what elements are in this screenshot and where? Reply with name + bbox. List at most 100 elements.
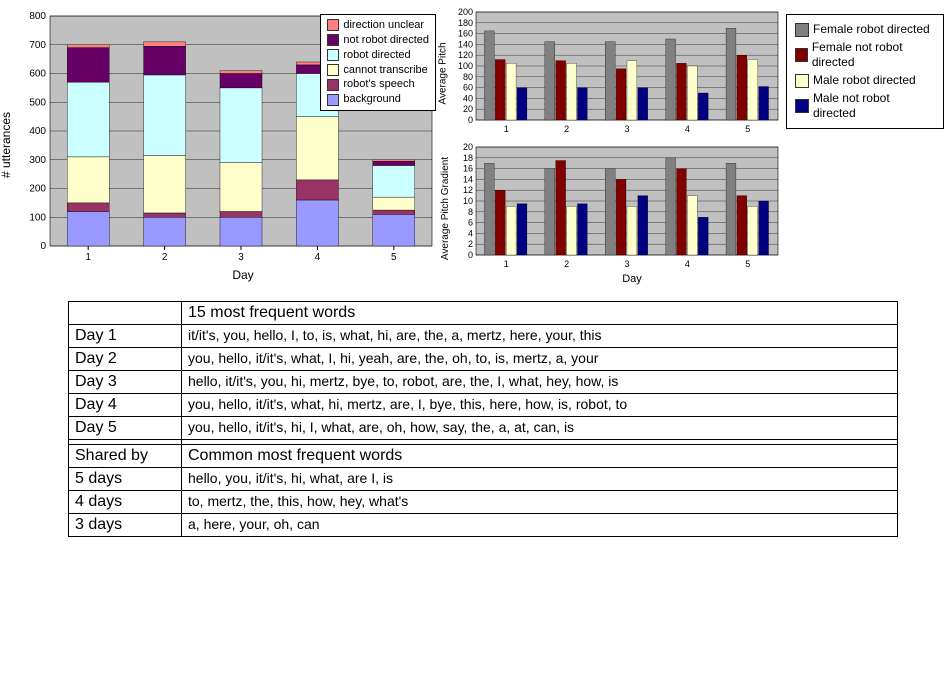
row-label: 5 days — [69, 468, 182, 491]
legend-item: background — [327, 92, 429, 107]
svg-text:3: 3 — [624, 124, 629, 134]
row-label: 4 days — [69, 491, 182, 514]
legend-swatch — [795, 23, 809, 37]
pitch-gradient-y-label: Average Pitch Gradient — [440, 157, 451, 260]
legend-swatch — [327, 94, 339, 106]
legend-label: Male robot directed — [813, 73, 916, 88]
row-label: 3 days — [69, 514, 182, 537]
svg-text:1: 1 — [504, 124, 509, 134]
svg-text:0: 0 — [40, 241, 46, 252]
table-row: 15 most frequent words — [69, 302, 898, 325]
utterances-chart: # utterances 010020030040050060070080012… — [8, 8, 438, 288]
svg-text:40: 40 — [463, 93, 473, 103]
svg-text:18: 18 — [463, 153, 473, 163]
svg-text:8: 8 — [468, 207, 473, 217]
legend-label: direction unclear — [343, 18, 424, 33]
top-row: # utterances 010020030040050060070080012… — [8, 8, 944, 293]
svg-text:5: 5 — [745, 124, 750, 134]
row-value: hello, you, it/it's, hi, what, are I, is — [182, 468, 898, 491]
pitch-legend: Female robot directed Female not robot di… — [786, 14, 944, 129]
legend-label: Female not robot directed — [812, 40, 935, 70]
svg-text:120: 120 — [458, 50, 473, 60]
svg-text:200: 200 — [458, 8, 473, 17]
legend-swatch — [327, 79, 339, 91]
row-value: you, hello, it/it's, what, I, hi, yeah, … — [182, 348, 898, 371]
table-row: Shared byCommon most frequent words — [69, 445, 898, 468]
legend-label: cannot transcribe — [343, 63, 427, 78]
svg-text:12: 12 — [463, 185, 473, 195]
utterances-legend: direction unclearnot robot directedrobot… — [320, 14, 436, 111]
pitch-gradient-chart: Average Pitch Gradient 02468101214161820… — [442, 143, 782, 293]
avg-pitch-y-label: Average Pitch — [438, 42, 449, 104]
svg-text:200: 200 — [29, 184, 46, 195]
svg-text:16: 16 — [463, 164, 473, 174]
svg-text:400: 400 — [29, 126, 46, 137]
svg-text:14: 14 — [463, 174, 473, 184]
svg-text:4: 4 — [315, 252, 321, 263]
legend-item: Female robot directed — [795, 22, 935, 37]
legend-label: robot directed — [343, 48, 410, 63]
svg-text:0: 0 — [468, 115, 473, 125]
svg-text:2: 2 — [468, 239, 473, 249]
row-value: you, hello, it/it's, hi, I, what, are, o… — [182, 417, 898, 440]
table-row: Day 2you, hello, it/it's, what, I, hi, y… — [69, 348, 898, 371]
row-value: you, hello, it/it's, what, hi, mertz, ar… — [182, 394, 898, 417]
pitch-charts-col: Average Pitch 02040608010012014016018020… — [442, 8, 782, 293]
legend-label: Male not robot directed — [813, 91, 935, 121]
table-row: 3 daysa, here, your, oh, can — [69, 514, 898, 537]
row-value: hello, it/it's, you, hi, mertz, bye, to,… — [182, 371, 898, 394]
legend-item: robot directed — [327, 48, 429, 63]
legend-swatch — [795, 48, 808, 62]
row-label: Day 2 — [69, 348, 182, 371]
utterances-y-label: # utterances — [0, 112, 13, 178]
utterances-x-label: Day — [48, 268, 438, 282]
table-row: Day 5you, hello, it/it's, hi, I, what, a… — [69, 417, 898, 440]
svg-text:5: 5 — [745, 259, 750, 269]
table-row: Day 4you, hello, it/it's, what, hi, mert… — [69, 394, 898, 417]
svg-text:2: 2 — [564, 124, 569, 134]
svg-text:2: 2 — [162, 252, 168, 263]
avg-pitch-chart: Average Pitch 02040608010012014016018020… — [442, 8, 782, 143]
table-row: Day 1it/it's, you, hello, I, to, is, wha… — [69, 325, 898, 348]
table-row: 4 daysto, mertz, the, this, how, hey, wh… — [69, 491, 898, 514]
svg-text:10: 10 — [463, 196, 473, 206]
svg-text:20: 20 — [463, 104, 473, 114]
table-row: Day 3hello, it/it's, you, hi, mertz, bye… — [69, 371, 898, 394]
svg-text:600: 600 — [29, 69, 46, 80]
pitch-gradient-x-label: Day — [482, 273, 782, 285]
row-value: a, here, your, oh, can — [182, 514, 898, 537]
legend-item: robot's speech — [327, 77, 429, 92]
row-value: 15 most frequent words — [182, 302, 898, 325]
row-value: to, mertz, the, this, how, hey, what's — [182, 491, 898, 514]
svg-text:160: 160 — [458, 29, 473, 39]
pitch-gradient-svg: 0246810121416182012345 — [442, 143, 782, 273]
svg-text:3: 3 — [238, 252, 244, 263]
svg-text:100: 100 — [29, 212, 46, 223]
avg-pitch-svg: 02040608010012014016018020012345 — [442, 8, 782, 138]
legend-item: not robot directed — [327, 33, 429, 48]
row-label — [69, 302, 182, 325]
svg-text:20: 20 — [463, 143, 473, 152]
svg-text:300: 300 — [29, 155, 46, 166]
legend-label: background — [343, 92, 401, 107]
row-label: Day 5 — [69, 417, 182, 440]
legend-label: not robot directed — [343, 33, 429, 48]
legend-swatch — [327, 19, 339, 31]
svg-text:1: 1 — [504, 259, 509, 269]
svg-text:4: 4 — [685, 124, 690, 134]
svg-text:3: 3 — [624, 259, 629, 269]
legend-swatch — [795, 74, 809, 88]
svg-text:4: 4 — [468, 228, 473, 238]
row-label: Shared by — [69, 445, 182, 468]
svg-text:5: 5 — [391, 252, 397, 263]
row-value: it/it's, you, hello, I, to, is, what, hi… — [182, 325, 898, 348]
legend-swatch — [327, 49, 339, 61]
svg-text:180: 180 — [458, 18, 473, 28]
row-label: Day 1 — [69, 325, 182, 348]
legend-item: Male robot directed — [795, 73, 935, 88]
svg-text:100: 100 — [458, 61, 473, 71]
row-value: Common most frequent words — [182, 445, 898, 468]
svg-text:800: 800 — [29, 11, 46, 22]
legend-item: direction unclear — [327, 18, 429, 33]
svg-text:80: 80 — [463, 72, 473, 82]
